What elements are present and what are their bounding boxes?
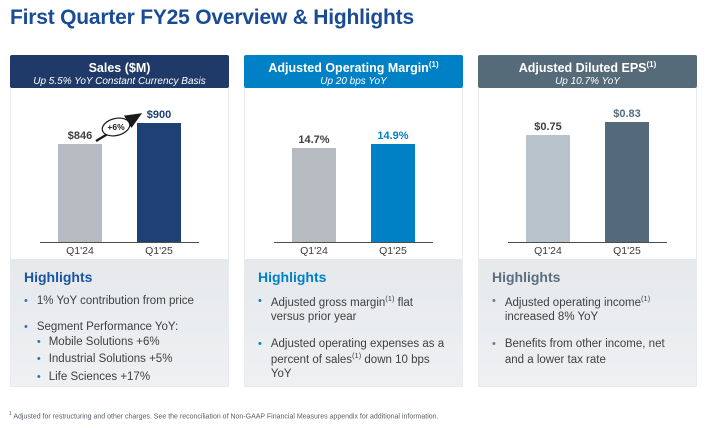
bullet-icon: • [258,295,262,307]
operating-margin-highlights-panel: Highlights • Adjusted gross margin(1) fl… [245,259,462,386]
sub-bullet-text: Mobile Solutions +6% [48,335,160,348]
operating-margin-header-title: Adjusted Operating Margin(1) [244,57,463,76]
diluted-eps-header: Adjusted Diluted EPS(1) Up 10.7% YoY [478,55,697,88]
bullet-text-pre: Segment Performance YoY: [36,321,179,334]
bullet-icon: • [36,370,41,383]
operating-margin-highlights-heading: Highlights [258,269,327,285]
eps-bar-q124: $0.75 [526,121,570,242]
footnote: 1 Adjusted for restructuring and other c… [9,411,439,420]
sales-bar-q124-value: $846 [67,130,93,142]
operating-margin-card: Adjusted Operating Margin(1) Up 20 bps Y… [244,55,463,387]
sales-axis-label-q124: Q1'24 [66,245,94,257]
diluted-eps-highlights-heading: Highlights [492,269,561,285]
bullet-text: Adjusted operating expenses as a percent… [271,337,449,382]
bullet-icon: • [258,337,262,350]
sales-plot: $846 $900 Q1'24 Q1'25 [40,88,199,257]
bullet-text: Adjusted operating income(1) increased 8… [505,294,683,325]
sales-card: Sales ($M) Up 5.5% YoY Constant Currency… [10,55,229,387]
diluted-eps-chart: $0.75 $0.83 Q1'24 Q1'25 [479,88,696,259]
bullet-text-sup: (1) [352,350,362,360]
kpi-columns: Sales ($M) Up 5.5% YoY Constant Currency… [10,55,697,387]
bullet-icon: • [24,321,28,334]
bullet-text: Adjusted gross margin(1) flat versus pri… [271,294,449,325]
eps-bar-q124-value: $0.75 [534,121,562,133]
bullet-text-sup: (1) [385,294,395,303]
sales-bar-q125-value: $900 [146,109,172,121]
diluted-eps-card-body: $0.75 $0.83 Q1'24 Q1'25 Highlights • Adj… [478,88,697,387]
eps-axis-label-q125: Q1'25 [613,245,641,257]
margin-bar-q125: 14.9% [371,130,415,242]
bullet-icon: • [492,337,496,350]
diluted-eps-highlights-panel: Highlights • Adjusted operating income(1… [479,259,696,386]
sales-bar-q124: $846 [58,130,102,242]
sales-header-title-text: Sales ($M) [88,61,151,76]
bullet-text-post: down 10 bps YoY [270,353,430,381]
highlight-bullet: • 1% YoY contribution from price [24,294,215,308]
sub-bullet-text: Industrial Solutions +5% [48,353,173,366]
bullet-icon: • [36,353,41,366]
highlight-bullet: • Segment Performance YoY: • Mobile Solut… [24,320,215,387]
bullet-text-pre: 1% YoY contribution from price [36,295,194,307]
bullet-text-pre: Adjusted gross margin [270,296,386,309]
diluted-eps-header-sup: (1) [646,60,657,69]
eps-bar-q125: $0.83 [605,108,649,242]
sub-bullet-list: • Mobile Solutions +6% • Industrial Soluti… [37,335,184,384]
sales-highlights-heading: Highlights [24,269,93,285]
bullet-text: Segment Performance YoY: • Mobile Solutio… [37,320,184,387]
sub-bullet-text: Life Sciences +17% [48,370,151,383]
footnote-marker: 1 [9,411,12,417]
highlight-bullet: • Adjusted operating expenses as a perce… [258,337,449,382]
bullet-text: 1% YoY contribution from price [37,294,194,308]
operating-margin-plot: 14.7% 14.9% Q1'24 Q1'25 [274,88,433,257]
bullet-text-sup: (1) [641,294,651,303]
bullet-text-pre: Benefits from other income, net and a lo… [504,337,665,366]
bullet-text-pre: Adjusted operating income [504,296,642,309]
operating-margin-chart: 14.7% 14.9% Q1'24 Q1'25 [245,88,462,259]
margin-axis-label-q125: Q1'25 [379,245,407,257]
page-title: First Quarter FY25 Overview & Highlights [10,6,414,29]
highlight-bullet: • Adjusted gross margin(1) flat versus p… [258,294,449,325]
operating-margin-header-title-text: Adjusted Operating Margin [268,61,429,76]
sales-chart: $846 $900 Q1'24 Q1'25 [11,88,228,259]
operating-margin-header-sup: (1) [428,60,439,69]
eps-axis-label-q124: Q1'24 [534,245,562,257]
bullet-text-post: increased 8% YoY [504,311,599,324]
footnote-text: Adjusted for restructuring and other cha… [11,413,439,421]
diluted-eps-header-title-text: Adjusted Diluted EPS [518,61,647,76]
highlight-bullet: • Adjusted operating income(1) increased… [492,294,683,325]
operating-margin-header-subtitle: Up 20 bps YoY [320,76,387,88]
operating-margin-header: Adjusted Operating Margin(1) Up 20 bps Y… [244,55,463,88]
margin-bar-q124: 14.7% [292,134,336,242]
operating-margin-card-body: 14.7% 14.9% Q1'24 Q1'25 Highlights • Adj… [244,88,463,387]
margin-bar-q125-value: 14.9% [377,130,409,142]
margin-axis-label-q124: Q1'24 [300,245,328,257]
highlight-bullet: • Benefits from other income, net and a … [492,337,683,368]
bullet-text-pre: Adjusted operating expenses as a percent… [270,337,445,366]
sales-header-title: Sales ($M) [10,57,229,76]
eps-bar-q125-value: $0.83 [613,108,641,120]
bullet-icon: • [24,295,28,307]
bullet-text: Benefits from other income, net and a lo… [505,337,683,368]
margin-bar-q124-value: 14.7% [298,134,330,146]
bullet-text-post: flat versus prior year [270,296,413,324]
bullet-icon: • [492,295,496,307]
sales-card-body: $846 $900 Q1'24 Q1'25 [10,88,229,387]
sales-header-subtitle: Up 5.5% YoY Constant Currency Basis [33,76,206,88]
diluted-eps-plot: $0.75 $0.83 Q1'24 Q1'25 [508,88,667,257]
diluted-eps-header-title: Adjusted Diluted EPS(1) [478,57,697,76]
diluted-eps-header-subtitle: Up 10.7% YoY [555,76,620,88]
sales-header: Sales ($M) Up 5.5% YoY Constant Currency… [10,55,229,88]
diluted-eps-card: Adjusted Diluted EPS(1) Up 10.7% YoY $0.… [478,55,697,387]
sub-bullet: • Life Sciences +17% [37,370,184,384]
sales-highlights-panel: Highlights • 1% YoY contribution from pr… [11,259,228,386]
sales-axis-label-q125: Q1'25 [145,245,173,257]
bullet-icon: • [36,335,41,348]
sales-bar-q125: $900 [137,109,181,242]
sub-bullet: • Mobile Solutions +6% [37,335,184,349]
sub-bullet: • Industrial Solutions +5% [37,352,184,366]
